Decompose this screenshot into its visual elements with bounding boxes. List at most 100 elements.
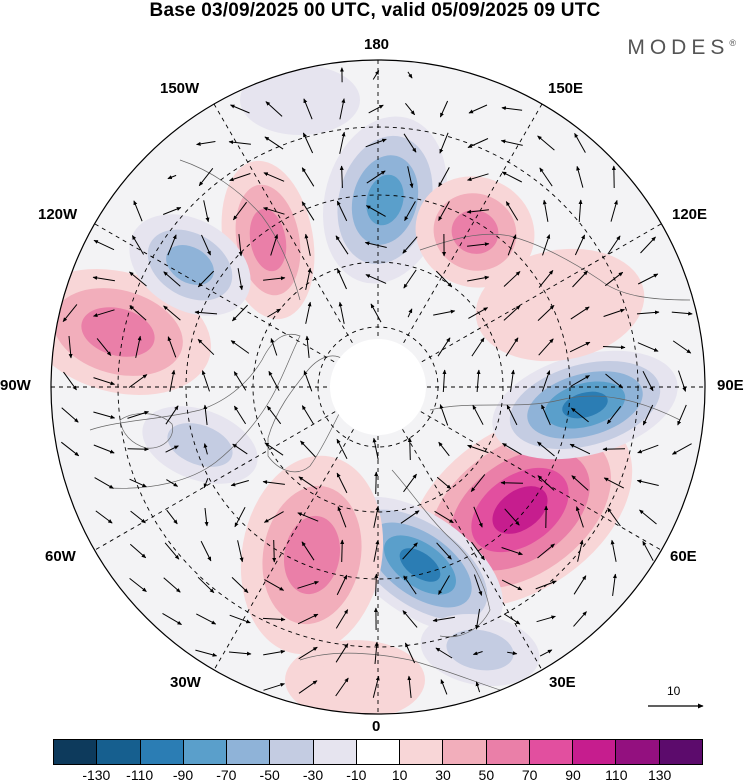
chart-title: Base 03/09/2025 00 UTC, valid 05/09/2025…	[149, 0, 601, 21]
wind-vector	[571, 407, 589, 423]
anomaly-contour	[249, 208, 287, 272]
wind-vector	[541, 404, 551, 426]
wind-vector	[574, 132, 586, 153]
wind-vector	[603, 308, 625, 317]
wind-vector	[537, 305, 555, 321]
lon-label-150W: 150W	[160, 80, 200, 97]
wind-vector	[93, 239, 115, 251]
wind-vector	[433, 309, 456, 316]
colorbar-tick-label: 10	[391, 767, 408, 783]
anomaly-contour	[366, 174, 404, 226]
wind-vector	[263, 207, 285, 215]
wind-vector	[569, 341, 591, 353]
siberia-coast	[429, 395, 681, 421]
wind-vector	[305, 301, 312, 324]
canada-coast	[89, 334, 301, 489]
wind-vector	[403, 269, 417, 289]
pole-blank-area	[330, 339, 426, 435]
wind-vector	[575, 506, 584, 528]
wind-vector	[336, 574, 348, 596]
wind-vector	[539, 649, 553, 657]
wind-vector	[610, 199, 618, 222]
wind-vector	[301, 201, 315, 221]
wind-vector	[475, 608, 481, 630]
wind-vector	[436, 476, 452, 490]
wind-vector	[439, 404, 449, 426]
wind-vector	[335, 609, 349, 629]
colorbar-tick-label: 30	[435, 767, 451, 783]
wind-vector	[201, 370, 210, 392]
wind-vector	[167, 336, 177, 358]
wind-vector	[373, 539, 380, 562]
wind-vector	[507, 234, 517, 256]
wind-vector	[298, 646, 318, 660]
wind-vector	[228, 140, 251, 145]
wind-vector	[237, 268, 244, 291]
brand-name: MODES	[627, 36, 730, 59]
wind-vector	[405, 102, 415, 116]
lon-label-60E: 60E	[670, 548, 697, 565]
wind-vector	[203, 404, 208, 425]
wind-vector	[166, 479, 179, 487]
colorbar-swatch	[226, 740, 270, 764]
wind-vector	[304, 233, 311, 256]
wind-vector	[538, 270, 554, 288]
wind-vector	[402, 236, 418, 254]
wind-vector	[642, 370, 654, 392]
wind-vector	[570, 306, 590, 320]
wind-vector	[194, 310, 218, 315]
wind-vector	[234, 506, 246, 528]
scandinavia-coast	[391, 469, 491, 638]
wind-vector	[365, 274, 387, 284]
wind-vector	[572, 270, 588, 288]
wind-vector	[476, 369, 481, 393]
wind-vector	[167, 234, 177, 256]
wind-vector	[504, 508, 520, 526]
wind-vector-field	[60, 67, 693, 698]
wind-vector	[297, 580, 319, 589]
wind-vector	[537, 475, 555, 491]
wind-vector	[263, 172, 285, 182]
wind-vector	[404, 201, 416, 222]
wind-vector	[165, 405, 179, 425]
wind-vector	[501, 106, 523, 111]
anomaly-contour	[315, 657, 395, 703]
wind-vector	[201, 234, 211, 256]
colorbar-swatch	[269, 740, 313, 764]
wind-vector	[571, 475, 589, 491]
latitude-circle-45N	[185, 194, 571, 580]
wind-vector	[197, 270, 215, 288]
wind-vector	[473, 574, 483, 596]
wind-vector	[537, 135, 555, 151]
wind-vector	[500, 480, 524, 485]
wind-vector	[538, 338, 554, 356]
wind-vector	[232, 201, 248, 221]
anomaly-contour	[81, 307, 155, 357]
map-disc	[51, 60, 705, 714]
wind-vector	[163, 271, 181, 287]
wind-vector	[231, 577, 249, 593]
wind-vector	[500, 139, 523, 146]
wind-vector	[434, 510, 454, 524]
wind-vector	[266, 405, 282, 425]
colorbar-tick-label: -50	[259, 767, 280, 783]
wind-vector	[364, 241, 387, 248]
lon-label-0: 0	[372, 718, 381, 735]
wind-vector	[475, 681, 481, 693]
wind-vector	[606, 405, 622, 425]
anomaly-contour	[399, 548, 441, 582]
wind-vector	[263, 682, 285, 691]
wind-vector	[403, 575, 417, 595]
wind-vector	[505, 201, 519, 221]
wind-vector	[604, 271, 624, 287]
wind-vector	[162, 612, 182, 626]
anomaly-contour	[492, 486, 548, 534]
wind-vector	[300, 440, 316, 458]
wind-vector	[232, 304, 248, 322]
wind-vector	[135, 335, 142, 358]
wind-vector	[365, 138, 387, 148]
colorbar-swatch	[139, 740, 183, 764]
wind-vector	[335, 677, 349, 697]
wind-vector	[165, 445, 179, 453]
wind-vector	[671, 443, 692, 455]
